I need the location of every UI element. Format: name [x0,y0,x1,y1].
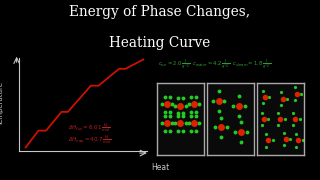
Text: $c_{ice}=2.0\,\frac{J}{g°C}$  $c_{water}=4.2\,\frac{J}{g°C}$  $c_{steam}=1.8\,\f: $c_{ice}=2.0\,\frac{J}{g°C}$ $c_{water}=… [158,58,272,71]
Text: Temperature: Temperature [0,82,4,126]
Text: $\Delta H_{fus}$$= 6.01\,\frac{kJ}{mol}$: $\Delta H_{fus}$$= 6.01\,\frac{kJ}{mol}$ [68,122,111,134]
Text: Heating Curve: Heating Curve [109,36,211,50]
Text: Energy of Phase Changes,: Energy of Phase Changes, [69,5,251,19]
Text: $\Delta H_{vap}$$= 40.7\,\frac{kJ}{mol}$: $\Delta H_{vap}$$= 40.7\,\frac{kJ}{mol}$ [68,134,112,146]
Text: Heat: Heat [151,163,169,172]
